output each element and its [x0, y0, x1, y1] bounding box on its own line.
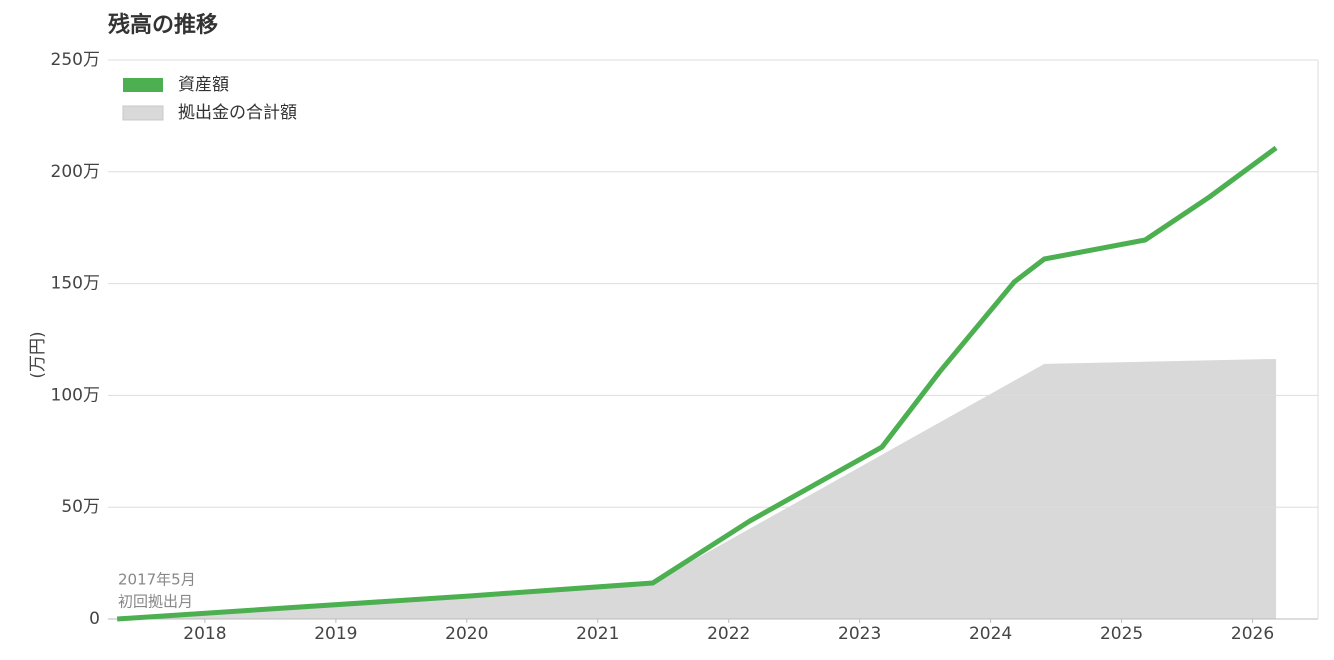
legend-label: 拠出金の合計額	[178, 103, 297, 123]
line	[117, 145, 1278, 622]
y-tick-label: 100万	[51, 385, 100, 405]
x-tick-label: 2023	[838, 624, 881, 644]
x-tick-label: 2026	[1231, 624, 1274, 644]
legend-label: 資産額	[178, 75, 229, 95]
y-tick-label: 200万	[51, 162, 100, 182]
legend-swatch	[122, 105, 164, 121]
x-tick-label: 2022	[707, 624, 750, 644]
y-tick-label: 150万	[51, 274, 100, 294]
x-tick-label: 2025	[1100, 624, 1143, 644]
x-tick-label: 2021	[576, 624, 619, 644]
y-axis-label: (万円)	[28, 331, 48, 378]
area	[117, 358, 1277, 619]
x-tick-label: 2024	[969, 624, 1012, 644]
x-tick-label: 2020	[445, 624, 488, 644]
y-tick-label: 0	[89, 609, 100, 629]
y-tick-label: 50万	[61, 497, 100, 517]
legend-swatch	[123, 78, 163, 92]
x-tick-label: 2019	[314, 624, 357, 644]
x-tick-label: 2018	[183, 624, 226, 644]
annotation: 初回拠出月	[118, 593, 193, 611]
y-tick-label: 250万	[51, 50, 100, 70]
annotation: 2017年5月	[118, 571, 196, 589]
chart-title: 残高の推移	[108, 12, 218, 38]
